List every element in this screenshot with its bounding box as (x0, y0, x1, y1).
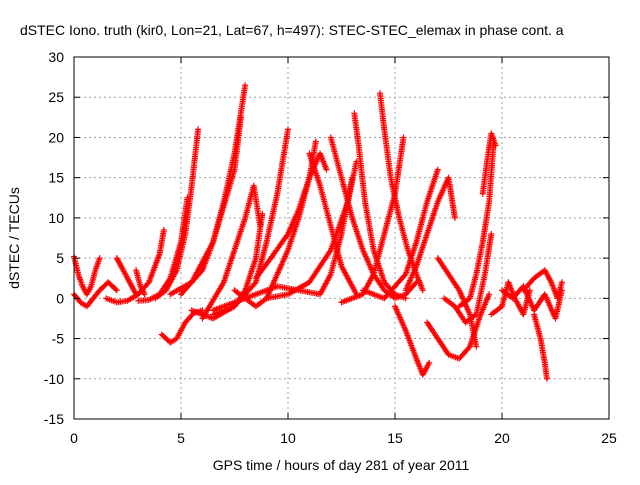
y-tick-label: 0 (56, 290, 64, 306)
data-point (112, 286, 119, 293)
data-point (285, 126, 291, 133)
data-series-track (441, 230, 495, 326)
data-point (526, 287, 533, 294)
x-tick-label: 10 (280, 430, 296, 446)
data-point (323, 166, 330, 173)
x-tick-label: 25 (601, 430, 617, 446)
data-series (71, 82, 565, 382)
data-series-track (103, 226, 167, 306)
data-point (401, 272, 408, 279)
data-point (312, 138, 319, 145)
data-point (113, 287, 120, 294)
data-series-track (252, 150, 330, 282)
y-tick-label: -10 (44, 371, 64, 387)
y-tick-label: -5 (52, 331, 65, 347)
y-tick-label: -15 (44, 411, 64, 427)
data-point (259, 210, 266, 217)
data-series-track (178, 114, 244, 298)
y-tick-label: 25 (48, 89, 64, 105)
data-point (237, 114, 244, 121)
chart-title: dSTEC Iono. truth (kir0, Lon=21, Lat=67,… (20, 22, 564, 38)
y-axis-label: dSTEC / TECUs (6, 187, 22, 289)
y-tick-labels: -15 -10 -5 0 5 10 15 20 25 30 (44, 49, 64, 427)
data-series-track (71, 279, 120, 310)
data-series-track (263, 158, 360, 302)
data-series-track (479, 130, 499, 197)
axis-ticks (73, 56, 610, 420)
data-point (242, 82, 249, 89)
data-series-track (392, 303, 433, 378)
y-tick-label: 20 (48, 129, 64, 145)
data-point (412, 280, 419, 287)
data-point (400, 134, 407, 141)
data-point (141, 291, 148, 298)
data-series-track (71, 253, 103, 298)
data-point (492, 142, 499, 149)
data-point (488, 230, 495, 237)
x-tick-label: 0 (70, 430, 78, 446)
grid (74, 57, 609, 419)
data-point (543, 375, 550, 382)
x-tick-label: 20 (494, 430, 510, 446)
data-series-track (351, 110, 409, 302)
data-point (451, 214, 458, 221)
data-series-track (359, 166, 441, 302)
data-series-track (210, 210, 266, 318)
y-tick-label: 30 (48, 49, 64, 65)
data-point (426, 359, 433, 366)
data-point (434, 166, 441, 173)
x-tick-labels: 0 5 10 15 20 25 (70, 430, 617, 446)
data-series-track (133, 267, 148, 298)
x-tick-label: 5 (177, 430, 185, 446)
y-tick-label: 5 (56, 250, 64, 266)
data-point (558, 279, 565, 286)
data-series-track (456, 142, 497, 310)
data-point (96, 255, 103, 262)
x-tick-label: 15 (387, 430, 403, 446)
data-point (133, 291, 140, 298)
y-tick-label: 15 (48, 170, 64, 186)
data-point (195, 126, 202, 133)
y-tick-label: 10 (48, 210, 64, 226)
data-series-track (113, 255, 140, 298)
data-series-track (152, 126, 202, 302)
data-point (486, 291, 493, 298)
data-point (473, 343, 480, 350)
data-point (160, 226, 167, 233)
data-point (558, 287, 565, 294)
x-axis-label: GPS time / hours of day 281 of year 2011 (213, 457, 470, 473)
data-point (251, 280, 258, 287)
plot-frame (73, 56, 610, 420)
data-series-track (402, 174, 458, 294)
data-series-track (531, 311, 550, 382)
data-point (419, 287, 426, 294)
data-series-track (424, 291, 493, 362)
data-point (465, 344, 472, 351)
data-series-track (499, 283, 565, 322)
